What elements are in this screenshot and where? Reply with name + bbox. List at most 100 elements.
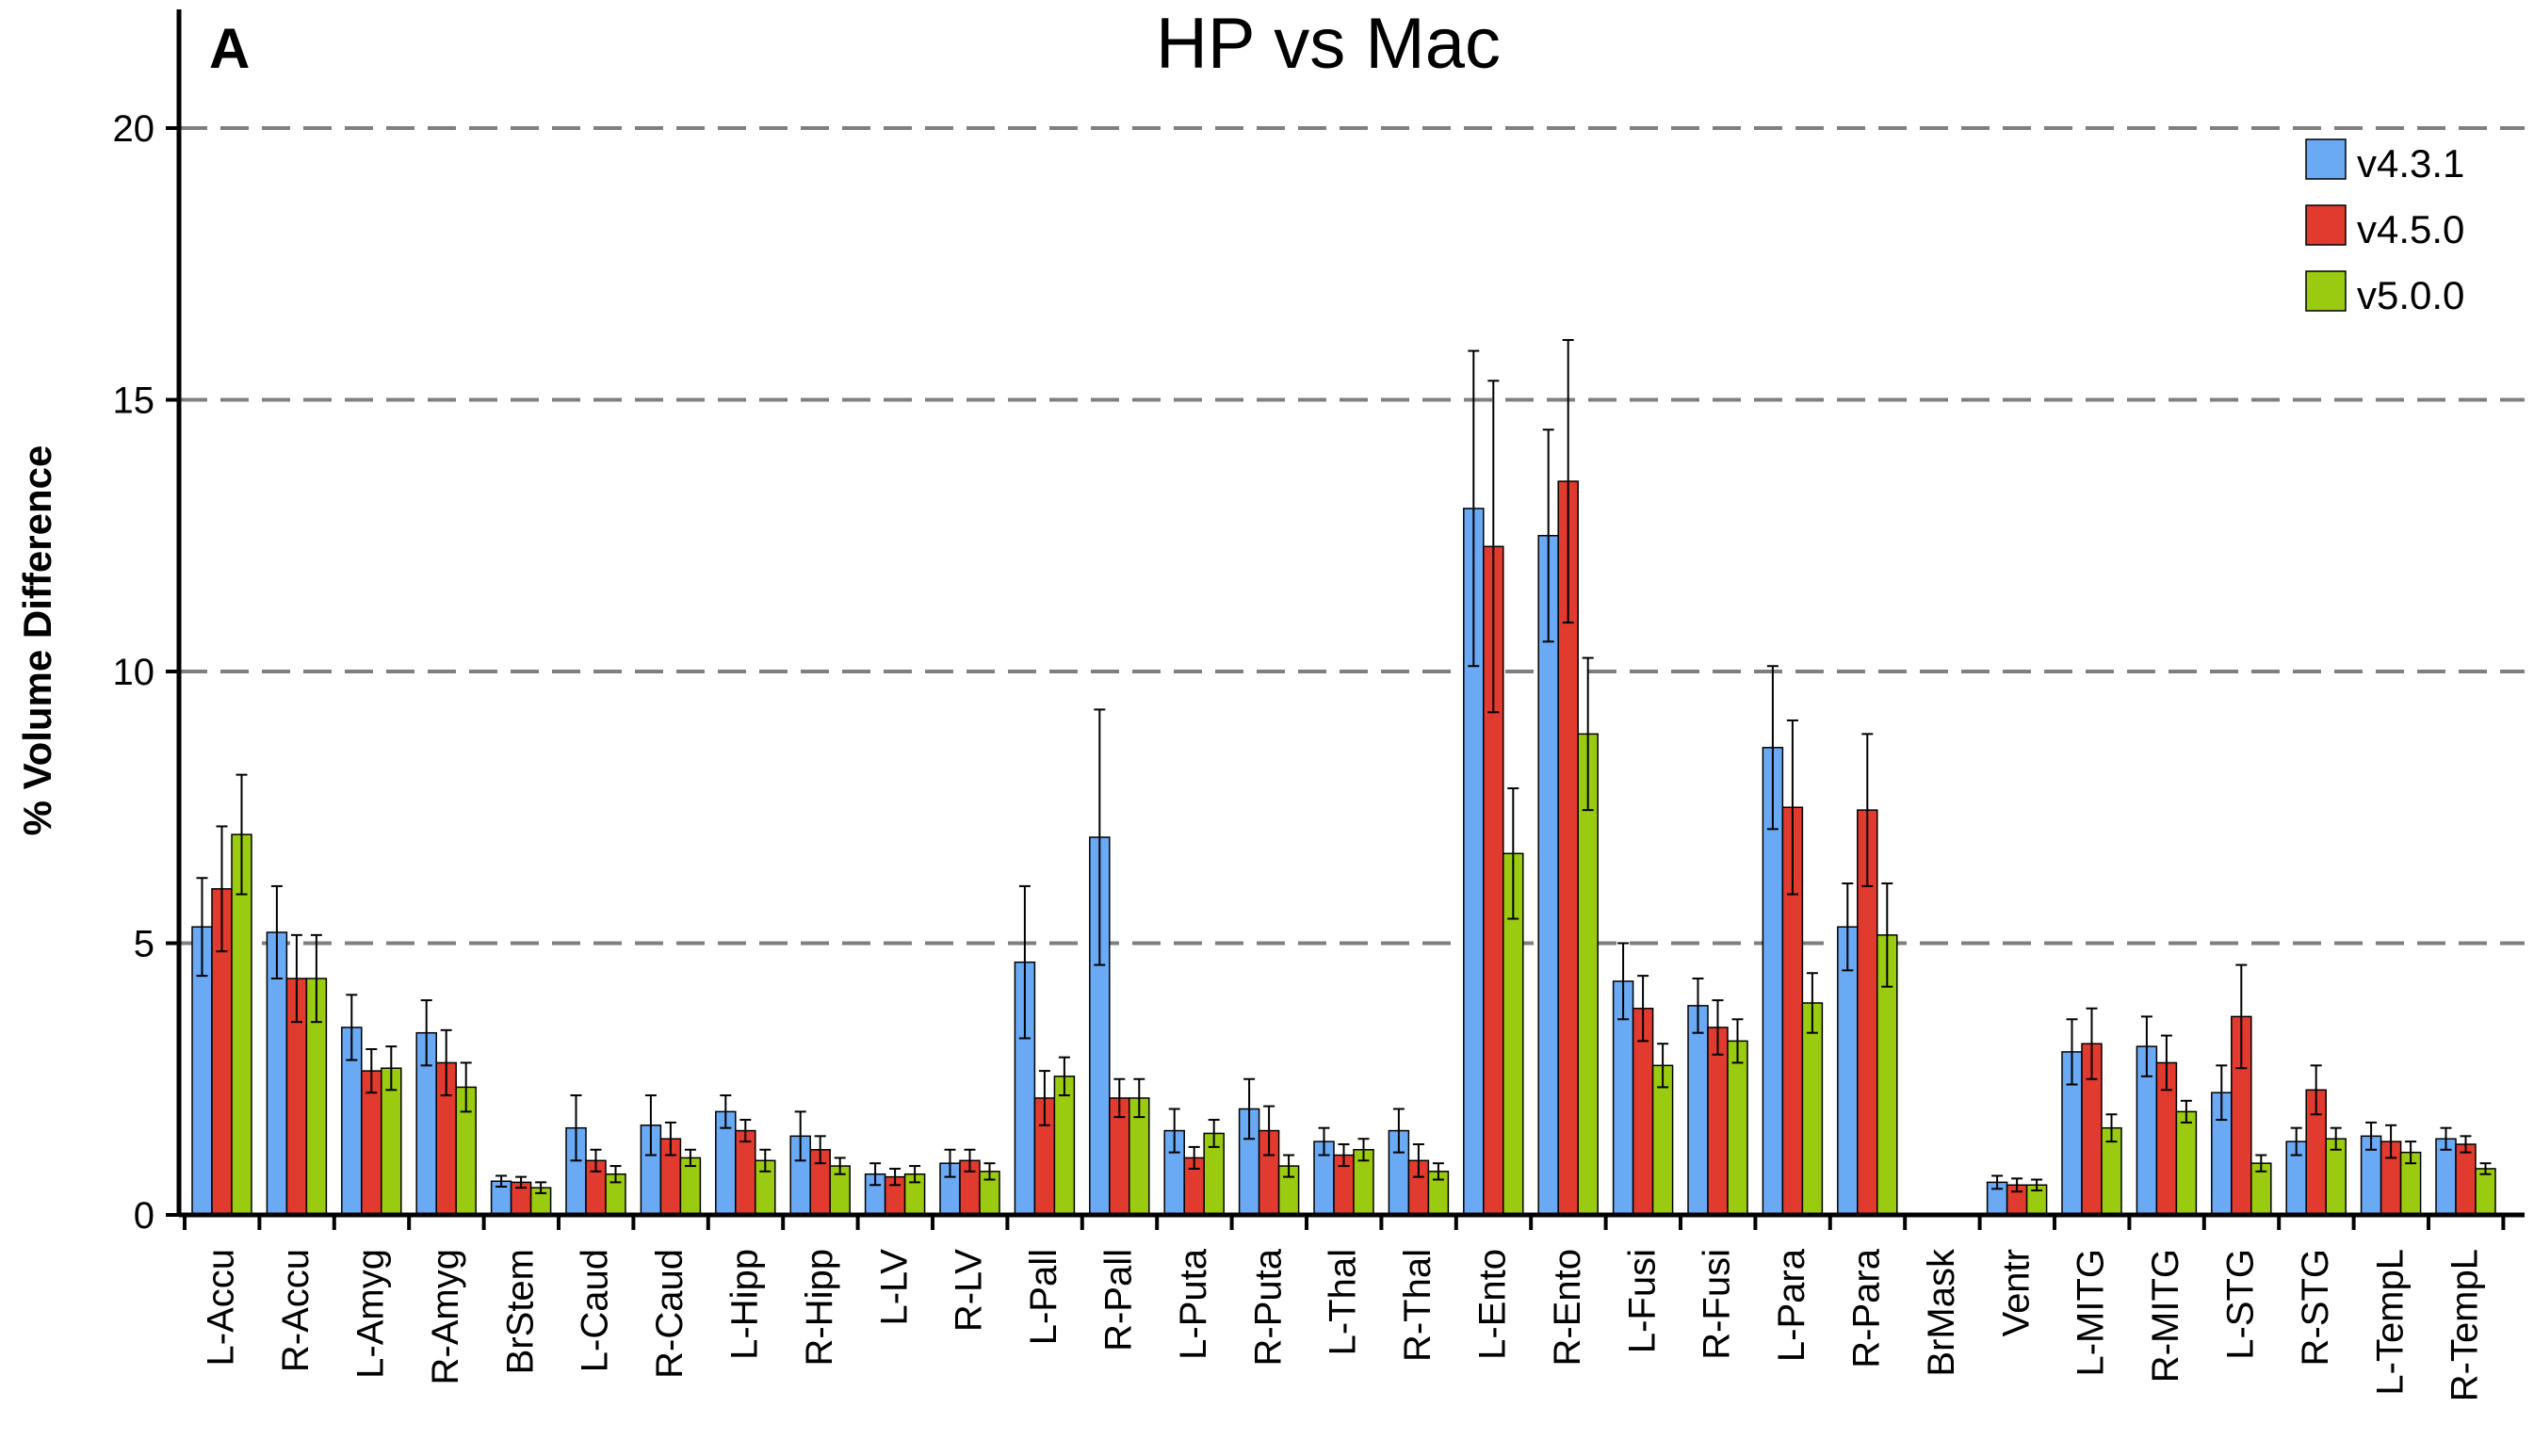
chart-title: HP vs Mac [1156,4,1501,84]
x-tick-label: R-Pall [1098,1249,1140,1351]
error-bar [759,1148,772,1173]
error-bar [2031,1178,2043,1192]
bar [1801,1002,1824,1216]
error-bar [346,994,358,1061]
x-tick-label: R-Ento [1547,1249,1588,1367]
legend-swatch [2305,270,2347,312]
x-tick-label: L-Para [1771,1248,1812,1362]
error-bar [2385,1124,2397,1159]
error-bar [664,1121,676,1157]
x-tick-label: R-Puta [1247,1248,1289,1366]
x-tick-label: R-Accu [275,1249,317,1372]
error-bar [1058,1056,1070,1097]
bar [2175,1110,2198,1216]
error-bar [1786,719,1798,896]
error-bar [2460,1135,2472,1154]
error-bar [1113,1077,1126,1119]
error-bar [1018,884,1031,1040]
error-bar [2086,1007,2098,1080]
error-bar [644,1094,657,1157]
y-tick-label: 5 [134,924,154,965]
error-bar [2216,1064,2228,1122]
error-bar [1766,665,1779,831]
error-bar [2405,1141,2417,1165]
error-bar [2479,1162,2492,1175]
x-tick-label: L-MITG [2071,1249,2112,1377]
x-tick-label: L-STG [2220,1249,2262,1360]
x-tick-label: R-LV [949,1249,990,1332]
error-bar [1861,733,1874,887]
error-bar [1507,787,1519,920]
error-bar [1881,882,1893,988]
error-bar [1133,1077,1145,1119]
error-bar [1038,1070,1050,1126]
error-bar [964,1148,976,1173]
x-tick-label: L-Fusi [1621,1249,1663,1353]
error-bar [2140,1015,2152,1077]
error-bar [365,1048,378,1094]
error-bar [2255,1154,2267,1173]
error-bar [2235,963,2248,1070]
error-bar [1338,1142,1350,1168]
error-bar [1617,942,1630,1021]
error-bar [2310,1064,2322,1116]
error-bar [2011,1177,2023,1193]
error-bar [2365,1121,2378,1151]
error-bar [270,884,283,980]
bar [1707,1027,1729,1216]
x-tick-label: R-STG [2295,1249,2336,1366]
error-bar [1168,1108,1180,1154]
error-bar [420,999,432,1067]
error-bar [1318,1126,1330,1157]
error-bar [1562,339,1574,624]
error-bar [440,1028,452,1097]
error-bar [794,1110,806,1162]
error-bar [1637,975,1649,1043]
x-tick-label: L-TempL [2369,1249,2411,1396]
error-bar [739,1119,752,1143]
legend-swatch [2305,138,2347,180]
error-bar [460,1061,472,1113]
y-tick-label: 10 [113,652,155,693]
x-tick-label: R-Amyg [425,1249,466,1384]
error-bar [1692,978,1704,1034]
x-tick-label: L-Accu [201,1249,242,1367]
error-bar [909,1165,921,1184]
error-bar [1657,1043,1669,1089]
panel-label: A [209,17,250,80]
bar [735,1129,756,1216]
error-bar [1094,708,1106,966]
y-tick-label: 20 [113,108,155,150]
legend-swatch [2305,204,2347,246]
x-tick-label: L-LV [873,1249,915,1326]
error-bar [1842,882,1854,972]
error-bar [2066,1018,2078,1086]
error-bar [1432,1162,1444,1181]
x-tick-label: BrStem [499,1249,541,1374]
error-bar [814,1135,826,1165]
error-bar [515,1175,528,1189]
x-tick-label: R-TempL [2445,1249,2486,1401]
error-bar [869,1162,882,1187]
error-bar [1243,1077,1256,1141]
error-bar [1412,1142,1424,1178]
grid-lines [179,126,2525,946]
x-tick-label: R-Caud [649,1249,690,1379]
error-bar [1731,1018,1744,1064]
x-tick-label: L-Caud [575,1249,616,1372]
error-bar [310,933,322,1024]
y-tick-label: 15 [113,380,155,422]
error-bar [1487,380,1500,714]
error-bar [1208,1119,1220,1148]
legend-label: v4.3.1 [2357,141,2464,186]
axes: 0 5 10 15 20 L-Accu R-Accu L-Amyg R-Amyg BrStem L-… [113,9,2525,1401]
x-tick-label: R-Para [1846,1248,1888,1367]
error-bar [1357,1138,1370,1162]
x-tick-label: L-Amyg [350,1249,392,1379]
y-axis-label: % Volume Difference [15,445,59,836]
bars [191,339,2496,1216]
error-bar [1991,1174,2004,1190]
error-bar [216,825,228,953]
error-bar [196,877,208,978]
